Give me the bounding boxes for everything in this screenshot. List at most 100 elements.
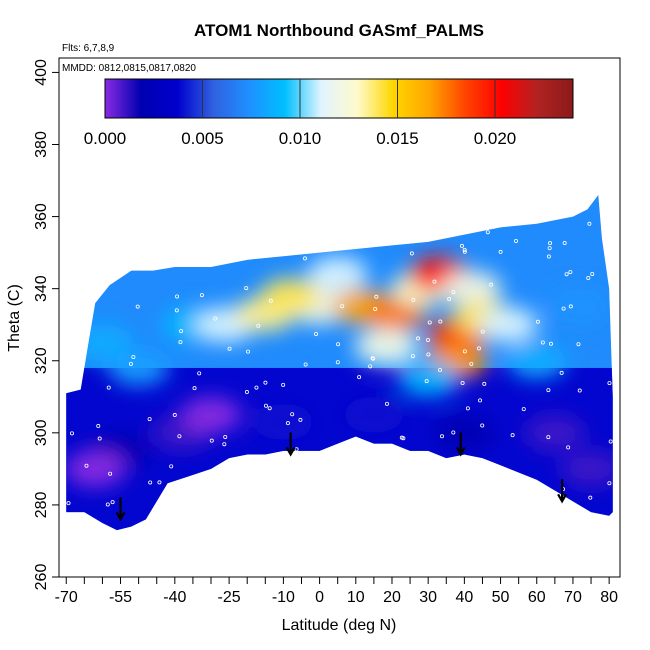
observation-point	[75, 243, 80, 248]
observation-point	[547, 246, 552, 251]
observation-point	[108, 471, 113, 476]
observation-point	[521, 407, 526, 412]
observation-point	[303, 362, 308, 367]
observation-point	[314, 331, 319, 336]
observation-point	[244, 286, 249, 291]
observation-point	[564, 272, 569, 277]
observation-point	[281, 382, 286, 387]
observation-point	[513, 238, 518, 243]
observation-point	[546, 254, 551, 259]
observation-point	[96, 424, 101, 429]
x-axis-label: Latitude (deg N)	[282, 617, 397, 634]
observation-point	[608, 439, 613, 444]
observation-point	[131, 354, 136, 359]
observation-point	[410, 354, 415, 359]
observation-point	[535, 319, 540, 324]
observation-point	[124, 237, 129, 242]
observation-point	[462, 247, 467, 252]
observation-point	[268, 245, 273, 250]
observation-point	[459, 243, 464, 248]
dates-annotation: MMDD: 0812,0815,0817,0820	[62, 63, 196, 74]
observation-point	[69, 431, 74, 436]
x-tick-label: 30	[419, 589, 437, 606]
y-tick-label: 260	[33, 564, 50, 591]
observation-point	[427, 320, 432, 325]
observation-point	[548, 341, 553, 346]
observation-point	[424, 379, 429, 384]
observation-point	[451, 290, 456, 295]
y-axis: 260 280 300 320 340 360 380 400	[33, 59, 59, 590]
colorbar-tick-label: 0.005	[181, 129, 224, 148]
observation-point	[254, 385, 259, 390]
observation-point	[245, 349, 250, 354]
observation-point	[540, 340, 545, 345]
observation-point	[302, 256, 307, 261]
x-tick-label: -40	[163, 589, 186, 606]
field-blob	[307, 256, 368, 293]
observation-point	[588, 495, 593, 500]
field-blob	[506, 342, 567, 379]
observation-point	[227, 346, 232, 351]
colorbar-bar	[104, 78, 574, 119]
observation-point	[607, 381, 612, 386]
observation-point	[92, 281, 97, 286]
flight-arrow-head	[115, 511, 126, 522]
observation-point	[373, 307, 378, 312]
observation-point	[336, 342, 341, 347]
observation-point	[66, 501, 71, 506]
observation-point	[128, 361, 133, 366]
observation-point	[97, 436, 102, 441]
data-field	[66, 194, 613, 531]
observation-point	[482, 381, 487, 386]
observation-point	[290, 412, 295, 417]
observation-point	[342, 467, 347, 472]
observation-point	[460, 381, 465, 386]
observation-point	[371, 356, 376, 361]
observation-point	[409, 461, 414, 466]
plot-frame	[58, 57, 621, 578]
observation-point	[124, 266, 129, 271]
observation-point	[566, 445, 571, 450]
observation-point	[568, 304, 573, 309]
observation-point	[251, 248, 256, 253]
observation-point	[135, 304, 140, 309]
field-blob	[343, 396, 404, 433]
observation-point	[263, 403, 268, 408]
flight-arrows	[115, 432, 568, 522]
x-tick-label: 0	[315, 589, 324, 606]
observation-point	[368, 364, 373, 369]
field-blob	[477, 306, 538, 343]
x-tick-label: 80	[600, 589, 618, 606]
observation-point	[478, 398, 483, 403]
observation-point	[139, 237, 144, 242]
observation-point	[244, 390, 249, 395]
observation-point	[552, 492, 557, 497]
observation-point	[285, 421, 290, 426]
plot-area	[66, 194, 613, 531]
observation-point	[462, 349, 467, 354]
observation-point	[432, 279, 437, 284]
observation-point	[546, 435, 551, 440]
observation-point	[177, 434, 182, 439]
field-blob	[108, 349, 169, 386]
observation-point	[426, 352, 431, 357]
colorbar: 0.000 0.005 0.010 0.015 0.020	[84, 78, 574, 148]
field-blob	[550, 288, 611, 325]
observation-point	[489, 282, 494, 287]
field-blob	[181, 396, 242, 433]
observation-point	[147, 236, 152, 241]
field-blob	[441, 270, 502, 307]
observation-point	[298, 417, 303, 422]
observation-point	[336, 493, 341, 498]
flight-arrow-head	[285, 446, 296, 457]
observation-point	[394, 230, 399, 235]
observation-point	[587, 221, 592, 226]
observation-point	[345, 455, 350, 460]
observation-point	[223, 434, 228, 439]
observation-point	[546, 388, 551, 393]
observation-point	[607, 481, 612, 486]
observation-point	[105, 502, 110, 507]
observation-point	[357, 375, 362, 380]
chart-title: ATOM1 Northbound GASmf_PALMS	[194, 21, 484, 40]
field-blob	[253, 404, 314, 441]
